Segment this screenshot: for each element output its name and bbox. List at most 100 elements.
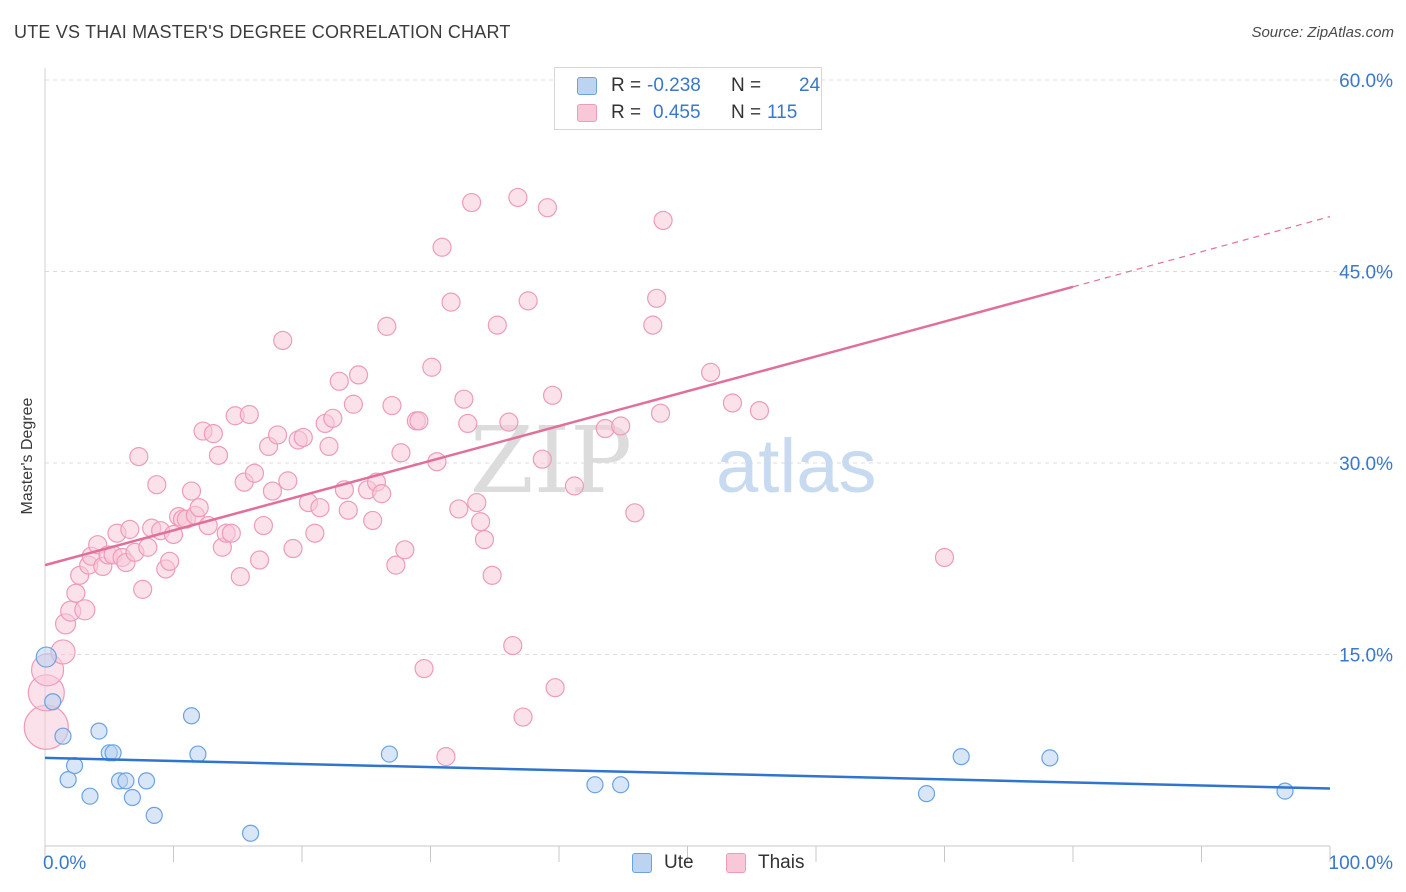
thais-point — [749, 401, 770, 421]
thais-point — [503, 635, 523, 656]
ute-point — [35, 646, 57, 668]
thais-point — [305, 523, 325, 543]
y-tick-label: 45.0% — [1339, 263, 1393, 284]
thais-point — [701, 362, 721, 382]
thais-point — [319, 436, 339, 457]
ute-point — [81, 787, 99, 805]
ute-point — [242, 824, 260, 842]
ute-points — [35, 646, 1294, 842]
thais-point — [120, 519, 140, 539]
thais-point — [422, 357, 442, 377]
thais-point — [436, 747, 456, 767]
thais-point — [386, 555, 406, 575]
ute-point — [117, 772, 135, 790]
ute-point — [137, 772, 156, 790]
thais-point — [458, 413, 478, 434]
legend-swatch-ute — [577, 77, 597, 95]
correlation-legend: R = -0.238 N = 24 R = 0.455 N = 115 — [554, 67, 822, 130]
y-tick-label: 30.0% — [1339, 454, 1393, 475]
thais-point — [253, 515, 274, 536]
ute-point — [1041, 749, 1059, 767]
ute-point — [104, 744, 122, 762]
ute-point — [380, 745, 398, 763]
thais-point — [249, 550, 270, 570]
thais-point — [181, 481, 202, 501]
chart-title: UTE VS THAI MASTER'S DEGREE CORRELATION … — [14, 22, 511, 42]
thais-point — [934, 547, 955, 568]
ute-point — [44, 693, 62, 711]
thais-point — [722, 393, 743, 413]
x-tick-label-right: 100.0% — [1329, 853, 1394, 874]
legend-r-value: 0.455 — [653, 102, 701, 123]
thais-point — [482, 565, 502, 585]
thais-point — [283, 538, 303, 559]
legend-swatch-thais — [577, 104, 597, 122]
thais-point — [273, 330, 293, 351]
thais-point — [395, 540, 415, 560]
legend-r-value: -0.238 — [647, 75, 701, 96]
thais-point — [244, 463, 265, 483]
thais-point — [348, 365, 369, 385]
bottom-swatch-thais — [726, 853, 746, 873]
thais-trend-extension — [1072, 216, 1331, 288]
thais-point — [487, 315, 507, 335]
ute-point — [586, 776, 604, 794]
x-tick-label-left: 0.0% — [43, 853, 86, 874]
tick-labels: 15.0% 30.0% 45.0% 60.0% 0.0% 100.0% — [43, 71, 1393, 874]
thais-point — [377, 316, 397, 336]
thais-point — [66, 583, 86, 603]
watermark: ZIP atlas — [470, 407, 877, 514]
thais-point — [518, 291, 538, 311]
thais-point — [449, 499, 469, 519]
thais-point — [545, 678, 565, 698]
thais-point — [129, 447, 149, 467]
thais-point — [372, 484, 392, 504]
thais-point — [203, 424, 223, 444]
thais-point — [267, 425, 288, 445]
thais-point — [647, 288, 667, 308]
thais-point — [382, 395, 402, 416]
thais-point — [441, 292, 461, 312]
thais-point — [133, 579, 153, 599]
thais-point — [625, 503, 645, 523]
ute-point — [1276, 782, 1294, 800]
ute-point — [123, 788, 141, 807]
thais-point — [230, 567, 250, 587]
thais-point — [643, 315, 663, 335]
ute-point — [54, 727, 72, 745]
legend-r-label: R = — [611, 75, 642, 96]
trend-lines — [44, 216, 1331, 790]
thais-point — [414, 658, 434, 679]
source-label: Source: ZipAtlas.com — [1251, 24, 1394, 41]
watermark-atlas: atlas — [716, 424, 877, 509]
thais-point — [138, 537, 158, 557]
ute-point — [145, 806, 163, 824]
thais-point — [391, 443, 411, 463]
thais-point — [208, 445, 229, 465]
thais-point — [189, 498, 209, 518]
thais-point — [454, 389, 474, 409]
legend-n-label: N = — [731, 102, 762, 123]
thais-point — [653, 210, 673, 231]
thais-trend-line — [44, 285, 1074, 567]
thais-point — [147, 475, 167, 495]
thais-point — [293, 427, 313, 448]
ute-point — [917, 785, 936, 803]
thais-point — [343, 394, 363, 414]
thais-point — [513, 707, 533, 727]
bottom-legend-label: Ute — [664, 852, 694, 873]
ute-point — [90, 722, 108, 740]
thais-point — [508, 187, 528, 208]
thais-point — [323, 408, 343, 428]
gridlines — [45, 79, 1392, 655]
bottom-swatch-ute — [632, 853, 652, 873]
ute-point — [59, 771, 77, 789]
thais-point — [537, 198, 558, 218]
thais-point — [432, 237, 452, 257]
thais-point — [409, 411, 429, 431]
thais-point — [74, 599, 96, 621]
legend-n-label: N = — [731, 75, 762, 96]
thais-points — [23, 187, 955, 767]
legend-n-value: 115 — [767, 102, 798, 123]
